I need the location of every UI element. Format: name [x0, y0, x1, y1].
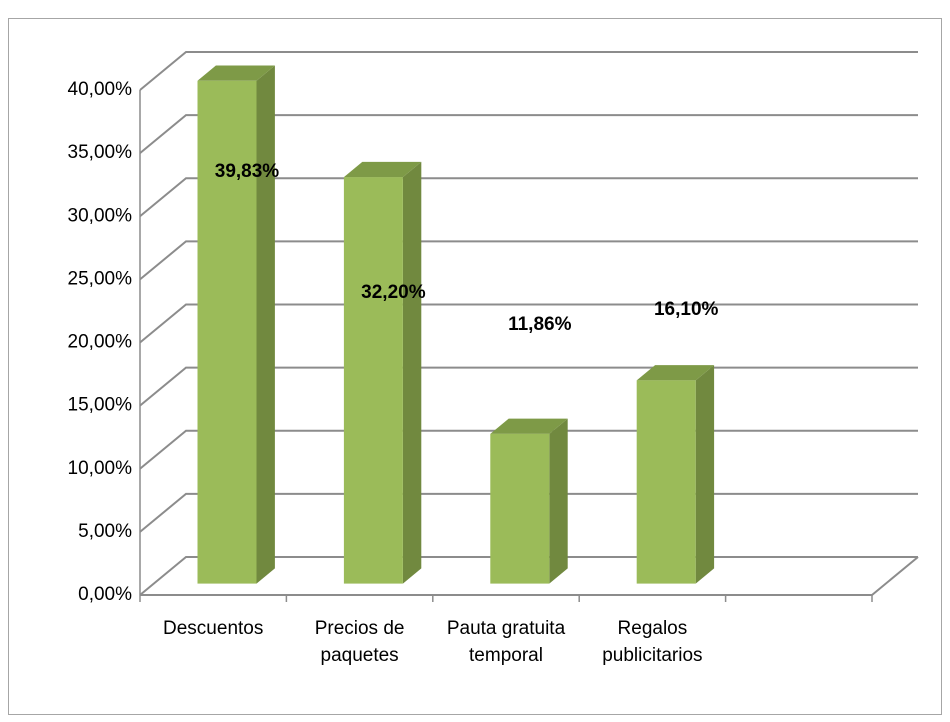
grid-line	[139, 303, 918, 344]
grid-line	[139, 51, 918, 91]
grid-line	[139, 114, 918, 154]
data-label: 39,83%	[215, 161, 280, 182]
x-tick-label: Pauta gratuita temporal	[446, 618, 566, 666]
y-tick-label: 5,00%	[78, 521, 132, 542]
grid-line	[139, 240, 918, 281]
bar-side	[695, 365, 715, 584]
y-tick-label: 30,00%	[68, 205, 133, 226]
y-tick-label: 20,00%	[68, 332, 133, 353]
chart-border	[8, 18, 942, 715]
y-tick-label: 25,00%	[68, 268, 133, 289]
bar-side	[549, 418, 568, 584]
bar-top	[490, 418, 568, 434]
data-label: 32,20%	[361, 282, 426, 303]
data-label: 11,86%	[508, 314, 571, 335]
bar-top	[343, 161, 422, 178]
bar	[343, 177, 403, 584]
bar	[197, 80, 257, 584]
y-tick-label: 0,00%	[78, 584, 132, 605]
bar-top	[636, 365, 715, 381]
bar	[636, 380, 696, 584]
grid-line	[139, 177, 918, 218]
x-tick-label: Precios de paquetes	[314, 618, 405, 666]
y-tick-label: 35,00%	[68, 142, 133, 163]
bar-top	[197, 65, 275, 81]
y-tick-label: 10,00%	[68, 458, 133, 479]
data-label: 16,10%	[654, 299, 719, 320]
bar-side	[256, 65, 275, 584]
x-tick-label: Regalos publicitarios	[602, 618, 703, 666]
x-tick-label: Descuentos	[163, 618, 264, 639]
y-tick-label: 40,00%	[68, 79, 133, 100]
y-tick-label: 15,00%	[68, 395, 133, 416]
bar	[490, 433, 550, 584]
bar-side	[402, 161, 422, 584]
